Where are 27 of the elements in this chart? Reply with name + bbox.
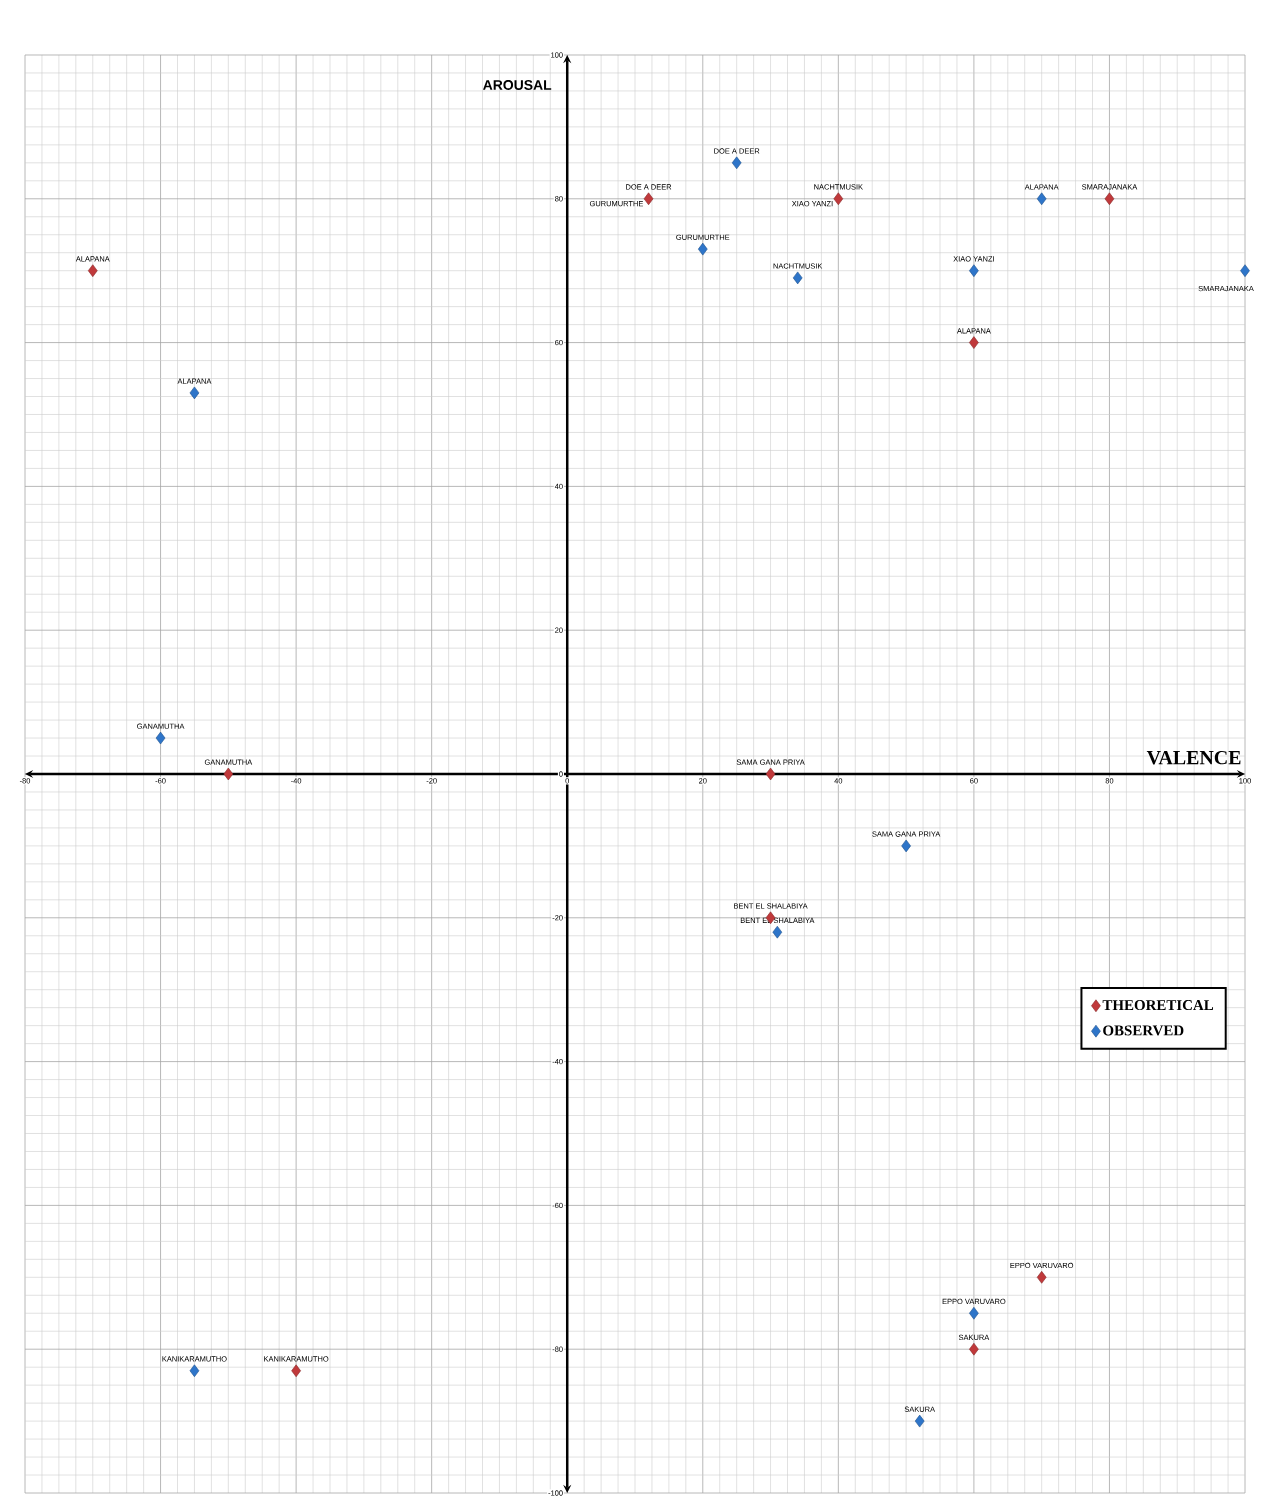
point xyxy=(833,192,844,206)
legend-label: OBSERVED xyxy=(1103,1025,1184,1036)
point xyxy=(697,242,708,256)
point xyxy=(1104,192,1115,206)
y-axis-title: AROUSAL xyxy=(483,80,552,90)
legend-label: THEORETICAL xyxy=(1102,1000,1214,1011)
point xyxy=(969,1306,979,1320)
point xyxy=(731,156,742,170)
point xyxy=(1240,264,1250,277)
point xyxy=(969,1342,979,1356)
point xyxy=(772,925,783,939)
point xyxy=(765,767,776,781)
point xyxy=(189,1364,200,1378)
point xyxy=(901,839,911,853)
point xyxy=(792,271,803,285)
point xyxy=(189,386,200,400)
point xyxy=(291,1364,301,1378)
point xyxy=(223,767,234,781)
point xyxy=(643,192,654,206)
point xyxy=(1036,192,1047,206)
point xyxy=(87,264,98,277)
point xyxy=(914,1414,925,1428)
point xyxy=(155,731,166,745)
point xyxy=(969,336,979,349)
x-axis-title: VALENCE xyxy=(1146,750,1241,765)
point xyxy=(969,264,979,277)
point xyxy=(1036,1271,1047,1284)
